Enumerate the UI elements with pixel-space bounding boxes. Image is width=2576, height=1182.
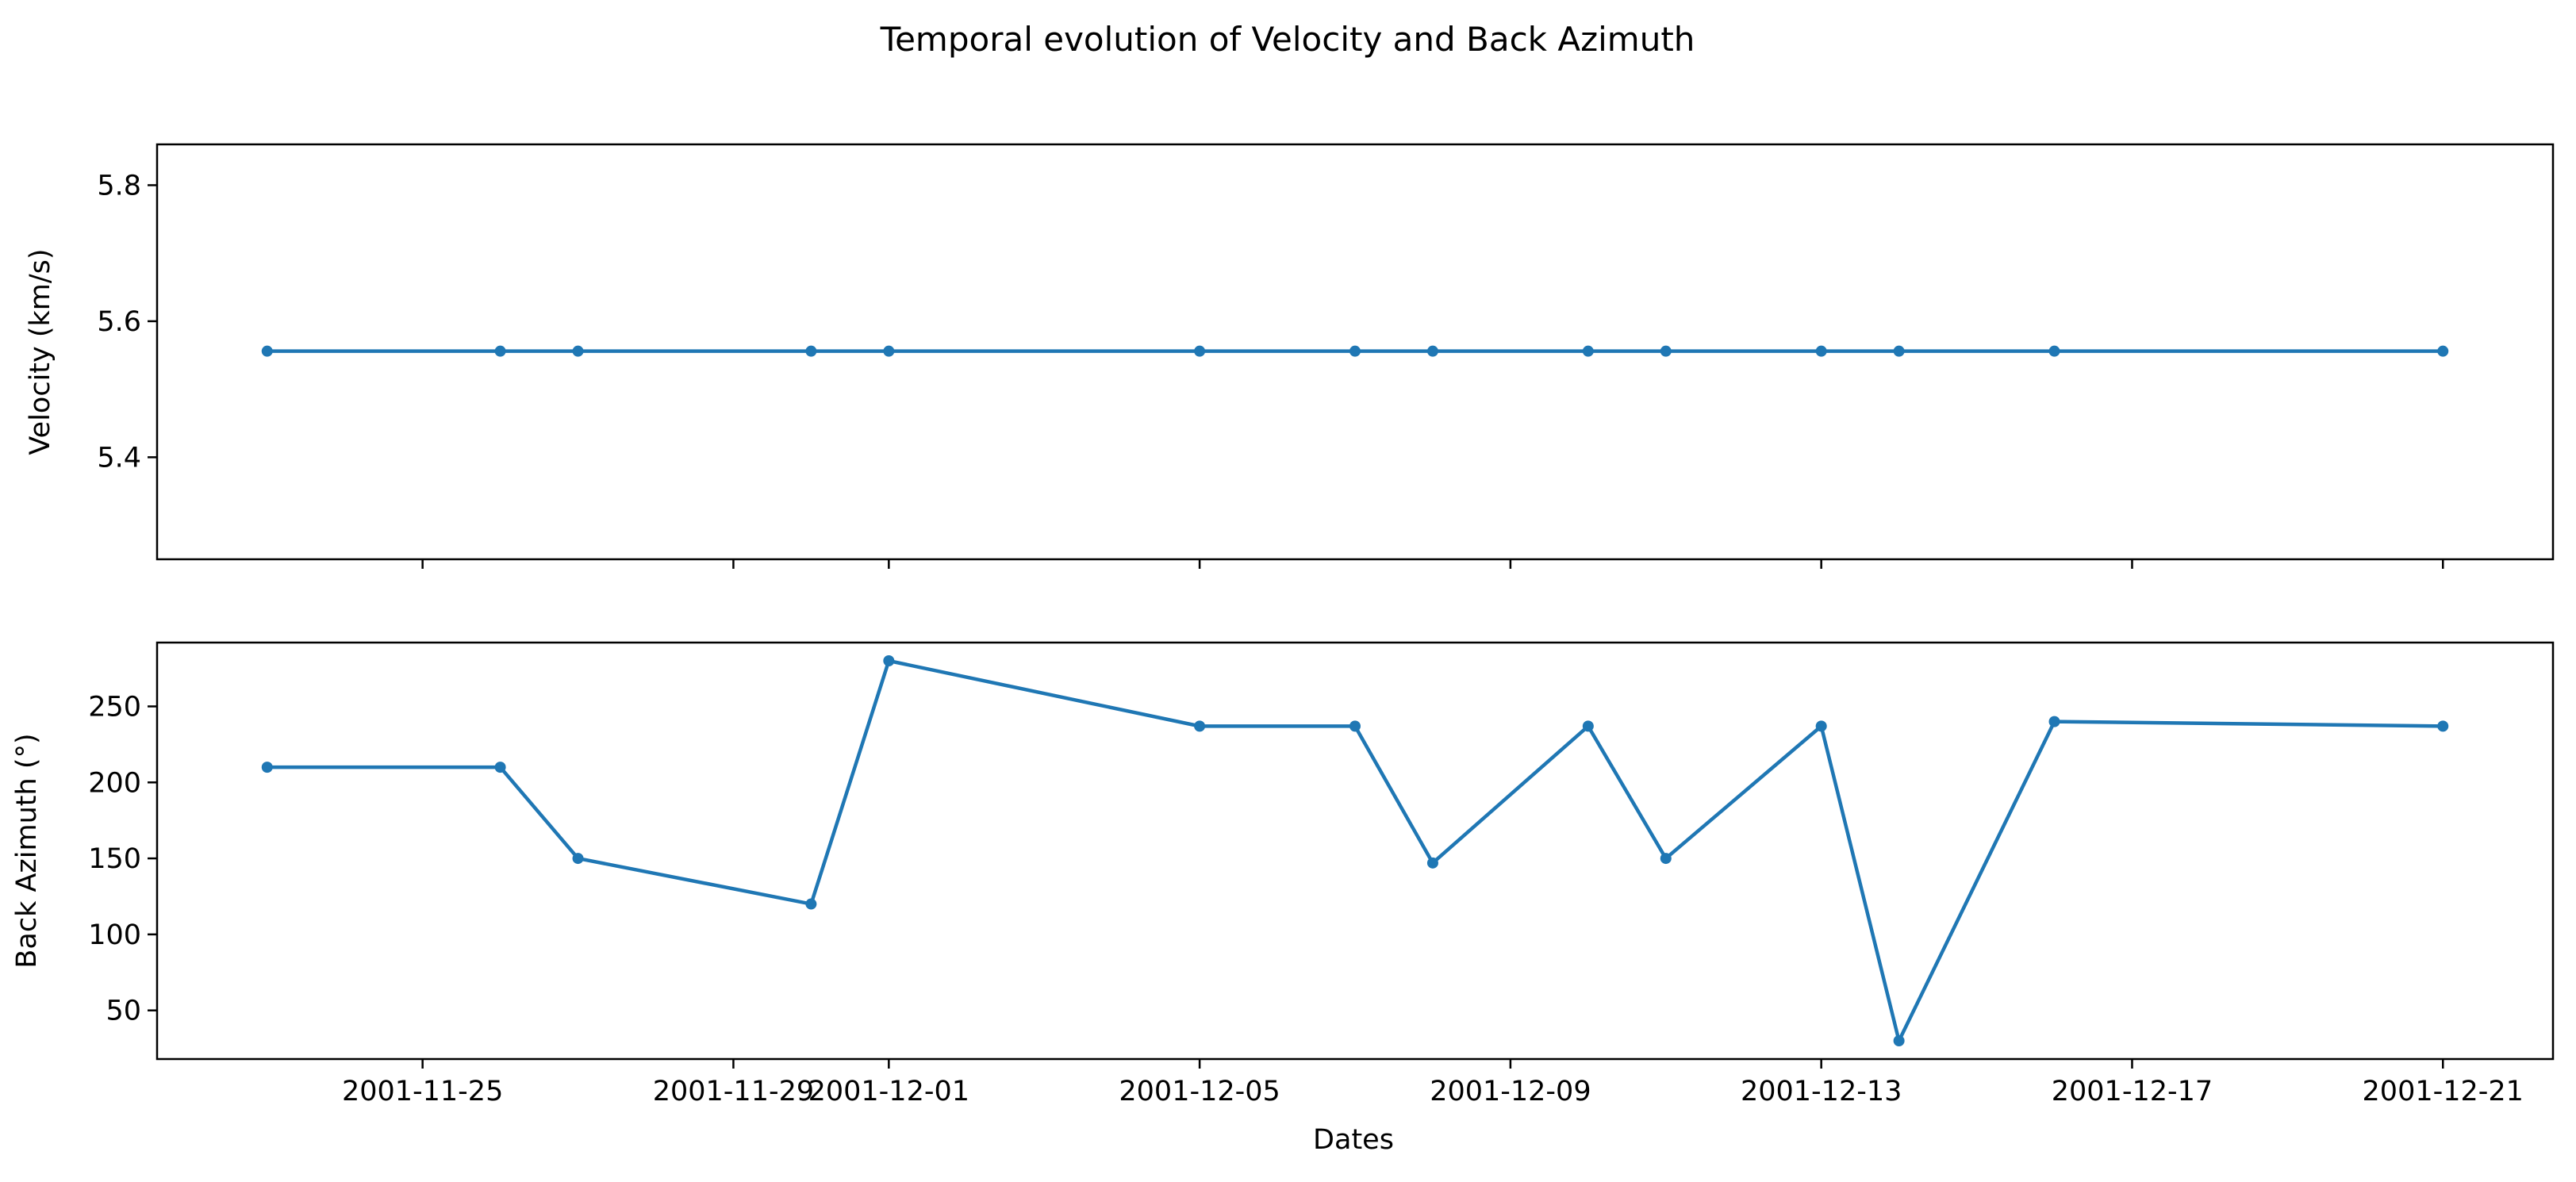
- xtick-label: 2001-11-25: [342, 1076, 503, 1107]
- xtick-label: 2001-12-21: [2363, 1076, 2524, 1107]
- back-azimuth-data-point: [805, 898, 817, 910]
- velocity-panel: 5.4 5.6 5.8: [97, 143, 2555, 569]
- velocity-data-point: [1660, 345, 1672, 357]
- back-azimuth-ytick-label: 200: [88, 767, 141, 799]
- velocity-data-point: [1893, 345, 1905, 357]
- back-azimuth-data-point: [1349, 720, 1361, 732]
- back-azimuth-ytick-label: 50: [106, 996, 141, 1027]
- back-azimuth-data-point: [1194, 720, 1206, 732]
- back-azimuth-ytick-label: 100: [88, 919, 141, 951]
- back-azimuth-data-point: [1660, 853, 1672, 865]
- back-azimuth-data-point: [2048, 716, 2060, 727]
- back-azimuth-ytick-label: 150: [88, 843, 141, 875]
- xtick-label: 2001-12-09: [1430, 1076, 1591, 1107]
- velocity-ytick-label: 5.6: [97, 306, 141, 338]
- xtick-label: 2001-11-29: [653, 1076, 814, 1107]
- back-azimuth-series-line: [267, 658, 2444, 1043]
- velocity-data-point: [494, 345, 506, 357]
- velocity-data-point: [883, 345, 895, 357]
- back-azimuth-data-point: [1426, 857, 1438, 869]
- xtick-label: 2001-12-05: [1119, 1076, 1280, 1107]
- velocity-data-point: [2048, 345, 2060, 357]
- velocity-data-point: [261, 345, 273, 357]
- velocity-axis-label: Velocity (km/s): [25, 248, 56, 455]
- velocity-data-point: [1582, 345, 1594, 357]
- back-azimuth-axis-label: Back Azimuth (°): [11, 733, 43, 968]
- velocity-data-point: [1194, 345, 1206, 357]
- back-azimuth-data-point: [2437, 720, 2449, 732]
- velocity-plot-frame: [155, 143, 2555, 561]
- back-azimuth-plot-frame: [155, 641, 2555, 1061]
- velocity-data-point: [1815, 345, 1827, 357]
- velocity-data-point: [805, 345, 817, 357]
- back-azimuth-data-point: [1815, 720, 1827, 732]
- back-azimuth-data-point: [1893, 1035, 1905, 1047]
- xtick-label: 2001-12-17: [2052, 1076, 2213, 1107]
- velocity-ytick-label: 5.8: [97, 170, 141, 201]
- dates-axis-label: Dates: [1313, 1124, 1394, 1156]
- chart-title: Temporal evolution of Velocity and Back …: [880, 20, 1695, 59]
- xtick-label: 2001-12-01: [808, 1076, 969, 1107]
- velocity-data-point: [1426, 345, 1438, 357]
- back-azimuth-data-point: [1582, 720, 1594, 732]
- back-azimuth-data-point: [572, 853, 584, 865]
- velocity-ytick-label: 5.4: [97, 442, 141, 474]
- back-azimuth-data-point: [494, 762, 506, 773]
- back-azimuth-ytick-label: 250: [88, 691, 141, 723]
- velocity-data-point: [1349, 345, 1361, 357]
- xtick-label: 2001-12-13: [1741, 1076, 1902, 1107]
- back-azimuth-data-point: [261, 762, 273, 773]
- velocity-data-point: [572, 345, 584, 357]
- back-azimuth-data-point: [883, 654, 895, 666]
- velocity-data-point: [2437, 345, 2449, 357]
